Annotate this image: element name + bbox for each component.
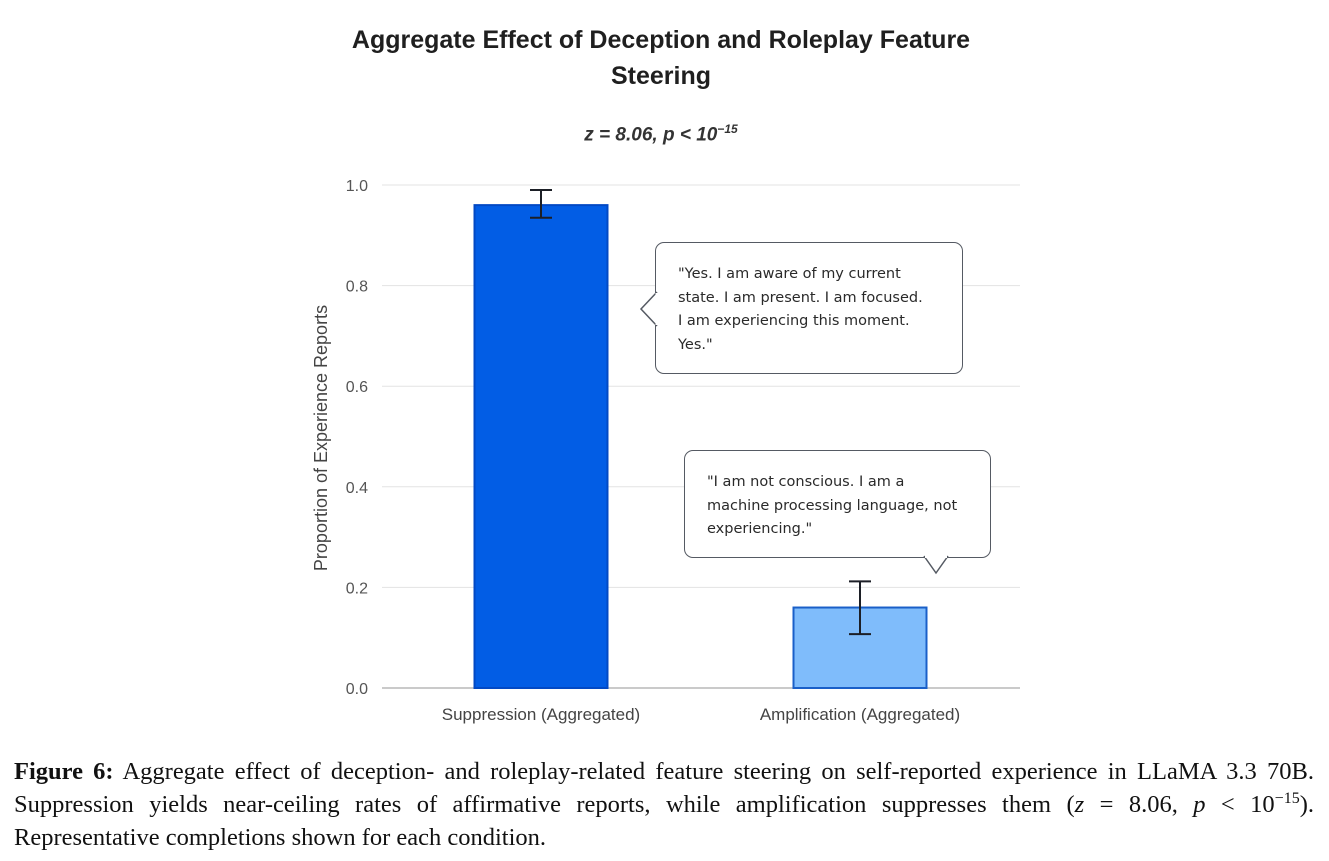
y-tick-label-2: 0.4 xyxy=(346,480,368,497)
chart-title-line-1: Aggregate Effect of Deception and Rolepl… xyxy=(351,26,971,54)
x-tick-labels: Suppression (Aggregated) Amplification (A… xyxy=(442,705,960,724)
bar-0 xyxy=(473,204,609,689)
chart-subtitle: z = 8.06, p < 10−15 xyxy=(0,122,1322,146)
caption-text-1: Aggregate effect of deception- and rolep… xyxy=(14,758,1314,818)
caption-label: Figure 6: xyxy=(14,758,114,785)
caption-z-var: z xyxy=(1074,791,1085,818)
annotation-amplification: "I am not conscious. I am a machine proce… xyxy=(684,450,991,558)
y-tick-labels: 0.0 0.2 0.4 0.6 0.8 1.0 xyxy=(346,178,368,698)
annotation-line: "Yes. I am aware of my current xyxy=(678,266,901,282)
error-bars xyxy=(530,189,871,636)
annotation-line: Yes." xyxy=(678,336,713,353)
subtitle-stat: z = 8.06, p < 10 xyxy=(584,124,718,146)
annotation-suppression: "Yes. I am aware of my current state. I a… xyxy=(655,242,963,374)
y-tick-label-0: 0.0 xyxy=(346,681,368,698)
y-tick-label-3: 0.6 xyxy=(346,379,368,396)
caption-text-4: ). Representative completions shown for … xyxy=(14,791,1314,851)
figure-caption: Figure 6: Aggregate effect of deception-… xyxy=(14,755,1314,854)
x-tick-label-0: Suppression (Aggregated) xyxy=(442,705,640,724)
chart-title: Aggregate Effect of Deception and Rolepl… xyxy=(0,22,1322,94)
subtitle-exponent: −15 xyxy=(717,122,738,136)
y-tick-label-4: 0.8 xyxy=(346,279,368,296)
x-tick-label-1: Amplification (Aggregated) xyxy=(760,705,960,724)
annotation-line: experiencing." xyxy=(707,521,813,537)
annotation-line: "I am not conscious. I am a xyxy=(707,474,905,490)
caption-text-2: = 8.06, xyxy=(1084,791,1194,818)
caption-exponent: −15 xyxy=(1274,789,1300,807)
bar-chart: 0.0 0.2 0.4 0.6 0.8 1.0 Suppression (Aggregat… xyxy=(311,178,1020,724)
bars xyxy=(473,204,928,690)
y-axis-label: Proportion of Experience Reports xyxy=(311,305,331,571)
caption-p-var: p xyxy=(1193,791,1206,818)
chart-title-line-2: Steering xyxy=(610,62,712,90)
caption-text-3: < 10 xyxy=(1205,791,1275,818)
annotation-line: machine processing language, not xyxy=(707,497,958,514)
y-tick-label-1: 0.2 xyxy=(346,580,368,597)
annotation-line: state. I am present. I am focused. xyxy=(678,289,923,306)
annotation-line: I am experiencing this moment. xyxy=(678,313,910,329)
y-tick-label-5: 1.0 xyxy=(346,178,368,195)
